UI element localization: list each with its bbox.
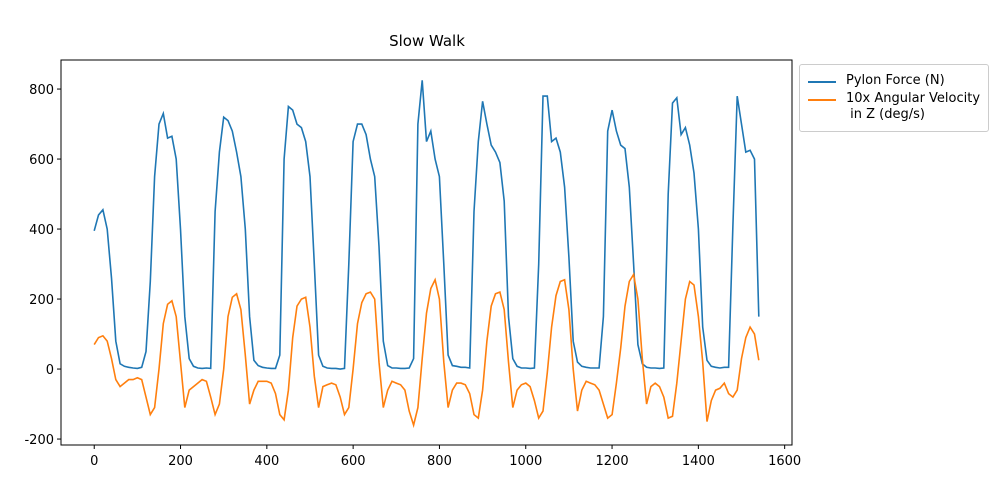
x-tick-label: 1000 xyxy=(509,454,542,469)
chart-title: Slow Walk xyxy=(389,32,465,50)
y-tick-label: 800 xyxy=(29,83,54,98)
x-tick-label: 800 xyxy=(427,454,452,469)
x-tick-label: 0 xyxy=(90,454,98,469)
legend-entry: 10x Angular Velocity in Z (deg/s) xyxy=(808,91,980,123)
y-tick-label: -200 xyxy=(24,433,54,448)
x-tick-label: 200 xyxy=(168,454,193,469)
x-tick-label: 1400 xyxy=(682,454,715,469)
legend-swatch xyxy=(808,99,836,101)
x-tick-label: 400 xyxy=(254,454,279,469)
y-tick-label: 400 xyxy=(29,223,54,238)
axes-frame xyxy=(60,59,793,446)
x-tick-label: 1200 xyxy=(596,454,629,469)
y-tick-label: 0 xyxy=(46,363,54,378)
legend-swatch xyxy=(808,81,836,83)
legend-entry: Pylon Force (N) xyxy=(808,73,980,89)
x-tick-label: 600 xyxy=(341,454,366,469)
series-line xyxy=(93,272,760,429)
y-tick-label: 600 xyxy=(29,153,54,168)
legend: Pylon Force (N) 10x Angular Velocity in Z… xyxy=(799,64,990,132)
x-tick-label: 1600 xyxy=(768,454,801,469)
legend-label: 10x Angular Velocity in Z (deg/s) xyxy=(846,91,981,122)
legend-label: Pylon Force (N) xyxy=(846,73,945,88)
y-tick-label: 200 xyxy=(29,293,54,308)
series-line xyxy=(93,80,760,370)
